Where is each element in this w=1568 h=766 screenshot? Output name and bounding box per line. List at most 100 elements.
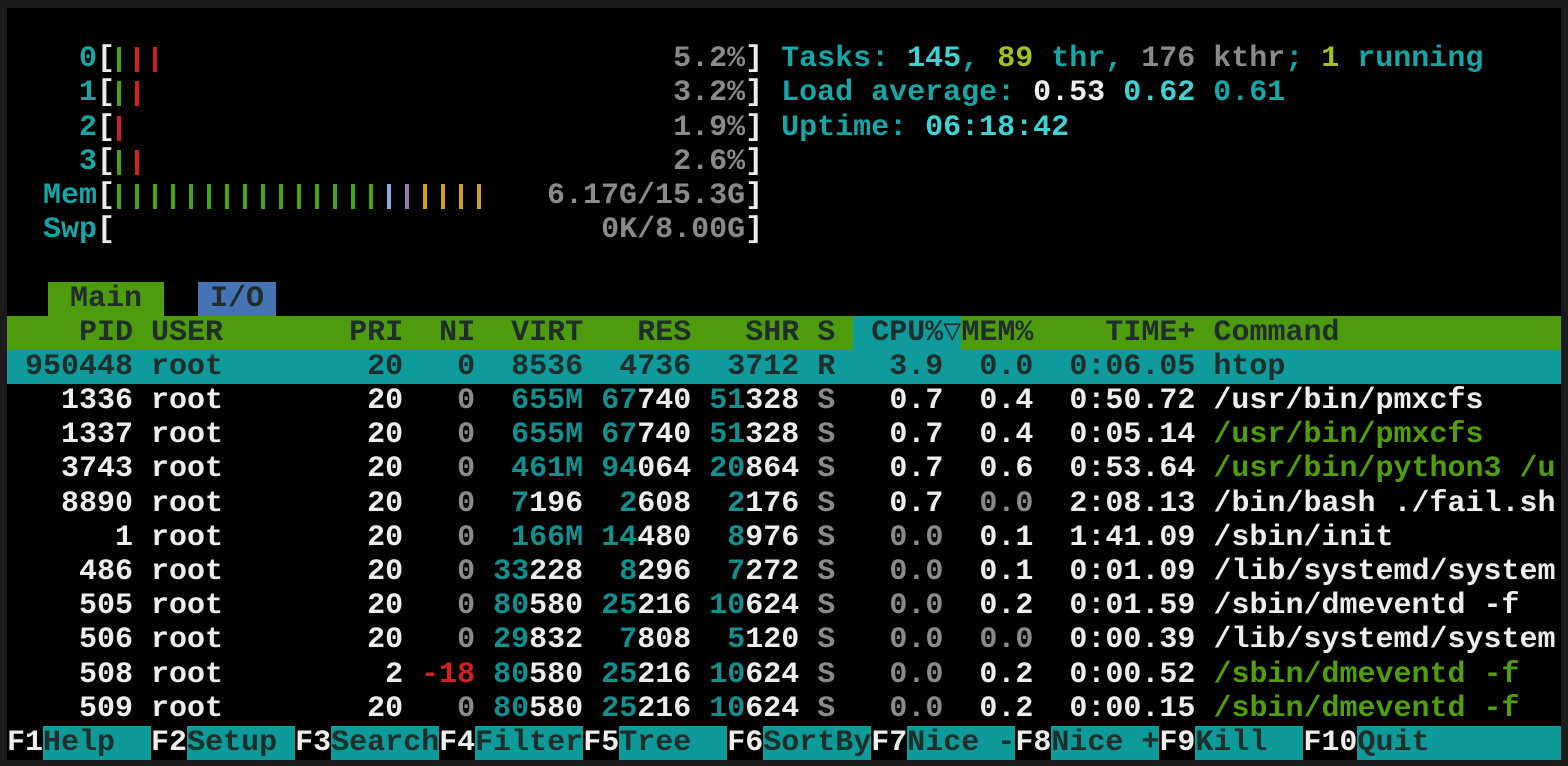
text-segment: 608 xyxy=(637,486,692,521)
fkey-f6-label[interactable]: SortBy xyxy=(763,725,872,760)
column-header-s[interactable]: S xyxy=(817,316,835,350)
fkey-f1[interactable]: F1 xyxy=(7,725,44,760)
column-header-ni[interactable]: NI xyxy=(421,316,475,350)
cell-arrow xyxy=(943,487,961,521)
cell-ni: 0 xyxy=(421,384,475,418)
fkey-f5[interactable]: F5 xyxy=(583,725,620,760)
process-row-950448[interactable]: 950448 root 20 0 8536 4736 3712 R 3.9 0.… xyxy=(7,349,1561,385)
cell-spacer xyxy=(403,350,421,384)
column-header-cpu[interactable]: CPU% xyxy=(853,315,944,350)
cell-ni: -18 xyxy=(421,658,475,692)
text-segment: ; xyxy=(1285,42,1322,77)
text-segment: 25 xyxy=(601,691,638,726)
column-header-mem[interactable]: MEM% xyxy=(961,316,1033,350)
column-header-pri[interactable]: PRI xyxy=(349,316,403,350)
text-segment: /lib/systemd/system xyxy=(1213,555,1556,589)
cell-spacer xyxy=(331,350,349,384)
text-segment: 80 xyxy=(493,691,530,726)
text-segment: 0.2 xyxy=(961,589,1034,624)
text-segment: 20 xyxy=(349,589,404,624)
cell-spacer xyxy=(1033,384,1051,418)
text-segment: 461M xyxy=(493,452,584,487)
tab-main[interactable]: Main xyxy=(48,281,164,316)
fkey-f7[interactable]: F7 xyxy=(871,725,908,760)
fkey-f9[interactable]: F9 xyxy=(1159,725,1196,760)
fkey-f3-label[interactable]: Search xyxy=(331,725,440,760)
fkey-f3[interactable]: F3 xyxy=(295,725,332,760)
fkey-f10[interactable]: F10 xyxy=(1303,725,1358,760)
text-segment: /sbin/dmeventd -f xyxy=(1213,589,1520,624)
fkey-f9-label[interactable]: Kill xyxy=(1195,725,1304,760)
meter-bracket-open: [ xyxy=(97,42,116,77)
text-segment: 0 xyxy=(421,384,476,419)
text-segment: 0:50.72 xyxy=(1051,384,1196,419)
text-segment: root xyxy=(151,384,332,419)
column-header-time[interactable]: TIME+ xyxy=(1051,316,1195,350)
fkey-f8[interactable]: F8 xyxy=(1015,725,1052,760)
tab-io[interactable]: I/O xyxy=(198,281,276,316)
text-segment: 328 xyxy=(745,384,800,419)
fkey-f2[interactable]: F2 xyxy=(151,725,188,760)
blank-row xyxy=(7,247,1561,281)
text-segment: root xyxy=(151,486,332,521)
meter-bracket-open: [ xyxy=(97,76,116,111)
text-segment: 3.9 xyxy=(853,349,944,384)
fkey-f8-label[interactable]: Nice + xyxy=(1051,725,1160,760)
fkey-f1-label[interactable]: Help xyxy=(43,725,152,760)
fkey-f10-label[interactable]: Quit xyxy=(1357,725,1561,760)
meter-value: 3.2% xyxy=(151,76,746,111)
meters-panel: 0[ 5.2%] 1[ 3.2%] 2[ 1.9%] 3[ 2.6%] Mem[… xyxy=(7,42,1561,247)
text-segment: 8890 xyxy=(7,486,134,521)
process-row-3743[interactable]: 3743 root 20 0 461M 94064 20864 S 0.7 0.… xyxy=(7,452,1561,486)
text-segment: 5 xyxy=(709,623,746,658)
text-segment: 740 xyxy=(637,418,692,453)
meter-bar-line xyxy=(261,183,266,209)
text-segment: 10 xyxy=(709,691,746,726)
fkey-f7-label[interactable]: Nice - xyxy=(907,725,1016,760)
process-row-1337[interactable]: 1337 root 20 0 655M 67740 51328 S 0.7 0.… xyxy=(7,418,1561,452)
fkey-f2-label[interactable]: Setup xyxy=(187,725,296,760)
cell-spacer xyxy=(1033,521,1051,555)
column-header-res[interactable]: RES xyxy=(601,316,691,350)
text-segment: S xyxy=(817,486,836,521)
meter-label: 2 xyxy=(7,110,98,145)
column-header-shr[interactable]: SHR xyxy=(709,316,799,350)
cell-user: root xyxy=(151,418,331,452)
cell-spacer xyxy=(835,452,853,486)
cell-res: 25216 xyxy=(601,692,691,726)
text-segment: 2 xyxy=(601,486,638,521)
process-row-1336[interactable]: 1336 root 20 0 655M 67740 51328 S 0.7 0.… xyxy=(7,384,1561,418)
process-row-486[interactable]: 486 root 20 0 33228 8296 7272 S 0.0 0.1 … xyxy=(7,555,1561,589)
cell-res: 14480 xyxy=(601,521,691,555)
column-header-pid[interactable]: PID xyxy=(7,316,133,350)
cell-time: 0:05.14 xyxy=(1051,418,1195,452)
meter-bar xyxy=(421,179,439,213)
process-row-1[interactable]: 1 root 20 0 166M 14480 8976 S 0.0 0.1 1:… xyxy=(7,521,1561,555)
column-header-cmd[interactable]: Command xyxy=(1213,316,1339,350)
cell-ni: 0 xyxy=(421,418,475,452)
cell-spacer xyxy=(1195,623,1213,657)
cell-ni: 0 xyxy=(421,487,475,521)
cell-shr: 20864 xyxy=(709,452,799,486)
column-header-virt[interactable]: VIRT xyxy=(493,316,583,350)
process-row-505[interactable]: 505 root 20 0 80580 25216 10624 S 0.0 0.… xyxy=(7,589,1561,623)
cell-time: 2:08.13 xyxy=(1051,487,1195,521)
fkey-f4[interactable]: F4 xyxy=(439,725,476,760)
fkey-f6[interactable]: F6 xyxy=(727,725,764,760)
process-row-8890[interactable]: 8890 root 20 0 7196 2608 2176 S 0.7 0.0 … xyxy=(7,487,1561,521)
column-header-arrow[interactable]: ▽ xyxy=(943,315,962,350)
text-segment: 0:00.52 xyxy=(1051,657,1196,692)
column-header-user[interactable]: USER xyxy=(151,316,331,350)
meter-bars: 3.2% xyxy=(115,76,745,110)
text-segment: 0:05.14 xyxy=(1051,418,1196,453)
fkey-f5-label[interactable]: Tree xyxy=(619,725,728,760)
fkey-f4-label[interactable]: Filter xyxy=(475,725,584,760)
cell-virt: 80580 xyxy=(493,692,583,726)
meter-value: 5.2% xyxy=(169,42,746,77)
process-row-506[interactable]: 506 root 20 0 29832 7808 5120 S 0.0 0.0 … xyxy=(7,623,1561,657)
cell-cmd: /usr/bin/pmxcfs xyxy=(1213,384,1483,418)
text-segment: 580 xyxy=(529,691,584,726)
process-row-509[interactable]: 509 root 20 0 80580 25216 10624 S 0.0 0.… xyxy=(7,692,1561,726)
process-row-508[interactable]: 508 root 2 -18 80580 25216 10624 S 0.0 0… xyxy=(7,658,1561,692)
cell-s: S xyxy=(817,589,835,623)
